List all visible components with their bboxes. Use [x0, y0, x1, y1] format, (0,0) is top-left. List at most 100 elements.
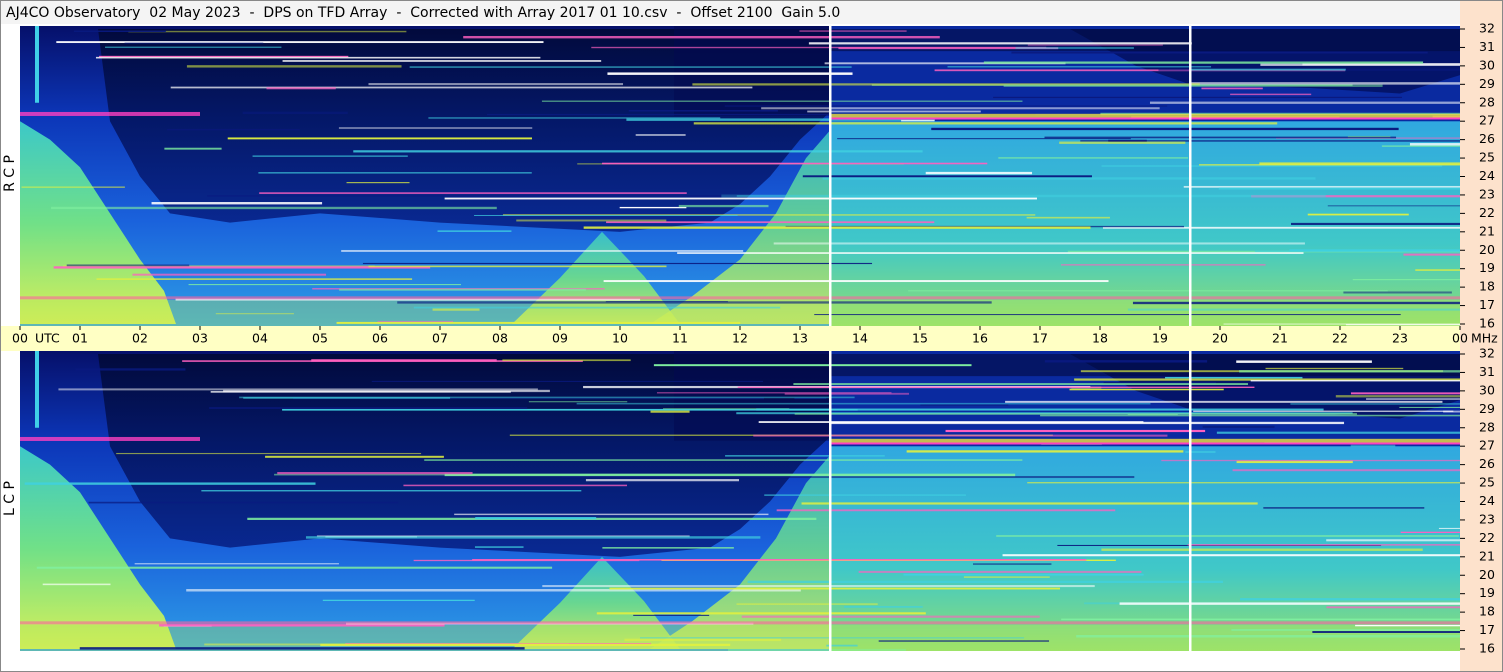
- spectrogram-line: [368, 83, 624, 86]
- y-tick-label: 26: [1479, 456, 1495, 471]
- x-tick-label: 01: [72, 331, 88, 346]
- spectrogram-line: [1216, 431, 1460, 434]
- spectrogram-line: [596, 612, 926, 615]
- x-tick-label: 21: [1272, 331, 1288, 346]
- spectrogram-line: [1415, 269, 1460, 271]
- spectrogram-line: [908, 290, 1388, 292]
- x-tick-label: 14: [852, 331, 868, 346]
- spectrogram-band: [830, 438, 1460, 444]
- spectrogram-line: [724, 105, 1168, 107]
- y-tick-label: 18: [1479, 604, 1495, 619]
- spectrogram-line: [1102, 226, 1460, 229]
- spectrogram-line: [996, 535, 1459, 537]
- x-tick-label: 17: [1032, 331, 1048, 346]
- spectrogram-line: [105, 46, 282, 48]
- spectrogram-line: [764, 494, 966, 496]
- x-tick-label: 03: [192, 331, 208, 346]
- spectrogram-line: [36, 566, 553, 569]
- spectrogram-line: [963, 576, 1050, 578]
- spectrogram-line: [736, 603, 878, 606]
- spectrogram-line: [1149, 101, 1460, 104]
- spectrogram-line: [293, 397, 765, 400]
- spectrogram-line: [858, 570, 1142, 573]
- spectrogram-line: [242, 111, 348, 115]
- spectrogram-line: [346, 182, 410, 184]
- y-tick-label: 22: [1479, 530, 1495, 545]
- spectrogram-region: [98, 29, 830, 232]
- spectrogram-image: [20, 351, 1460, 651]
- spectrogram-line: [901, 119, 935, 122]
- spectrogram-line: [934, 69, 1346, 72]
- spectrogram-line: [677, 252, 1304, 254]
- y-tick-label: 30: [1479, 57, 1495, 72]
- spectrogram-line: [463, 35, 940, 39]
- spectrogram-line: [1061, 618, 1460, 621]
- spectrogram-line: [353, 150, 923, 153]
- spectrogram-line: [58, 388, 538, 391]
- spectrogram-line: [826, 644, 858, 647]
- spectrogram-line: [1326, 606, 1460, 609]
- y-tick-label: 25: [1479, 150, 1495, 165]
- spectrogram-line: [1027, 482, 1460, 484]
- spectrogram-panel: 16 17 18 19 20 21 22 23 24 25 26 27 28 29 30 31 32 R C P: [2, 21, 1495, 331]
- spectrogram-line: [737, 386, 1255, 388]
- spectrogram-line: [472, 559, 1087, 561]
- spectrogram-region: [98, 354, 830, 557]
- spectrogram-line: [1263, 507, 1425, 509]
- spectrogram-line: [947, 65, 1212, 68]
- x-tick-label: 10: [612, 331, 628, 346]
- spectrogram-image: [20, 26, 1460, 326]
- spectrogram-line: [844, 606, 923, 608]
- spectrogram-line: [653, 364, 972, 367]
- spectrogram-line: [983, 61, 1424, 64]
- spectrogram-line: [223, 389, 550, 393]
- spectrogram-line: [606, 221, 935, 224]
- x-tick-label: 22: [1332, 331, 1348, 346]
- y-unit-label: MHz: [1471, 331, 1498, 346]
- spectrogram-line: [583, 226, 1091, 229]
- spectrogram-line: [725, 455, 885, 457]
- y-tick-label: 23: [1479, 511, 1495, 526]
- spectrogram-line: [502, 359, 631, 362]
- spectrogram-line: [758, 421, 1144, 423]
- spectrogram-line: [1307, 213, 1409, 216]
- spectrogram-line: [175, 298, 641, 301]
- spectrogram-line: [186, 65, 402, 68]
- spectrogram-line: [802, 175, 1092, 178]
- spectrogram-line: [807, 110, 981, 113]
- spectrogram-line: [516, 219, 667, 222]
- spectrogram-line: [1231, 628, 1460, 631]
- y-tick-label: 19: [1479, 585, 1495, 600]
- x-tick-label: 02: [132, 331, 148, 346]
- spectrogram-line: [837, 138, 1131, 140]
- spectrogram-band: [20, 436, 200, 441]
- spectrogram-line: [1312, 631, 1460, 633]
- spectrogram-line: [56, 41, 544, 44]
- spectrogram-line: [336, 321, 741, 324]
- y-tick-label: 27: [1479, 438, 1495, 453]
- spectrogram-line: [945, 429, 1206, 433]
- spectrogram-line: [1132, 301, 1460, 305]
- spectrogram-line: [1011, 51, 1428, 54]
- spectrogram-line: [42, 583, 111, 586]
- spectrogram-line: [736, 412, 1353, 415]
- y-tick-label: 30: [1479, 382, 1495, 397]
- spectrogram-line: [903, 573, 1144, 576]
- y-tick-label: 19: [1479, 260, 1495, 275]
- spectrogram-region: [650, 455, 830, 649]
- spectrogram-line: [1251, 195, 1460, 198]
- spectrogram-line: [277, 472, 473, 475]
- spectrogram-line: [1399, 406, 1460, 408]
- spectrogram-line: [878, 640, 1050, 642]
- spectrogram-line: [474, 214, 738, 216]
- chart-title: AJ4CO Observatory 02 May 2023 - DPS on T…: [6, 5, 840, 21]
- y-tick-label: 32: [1479, 346, 1495, 361]
- spectrogram-line: [628, 110, 778, 112]
- y-tick-label: 20: [1479, 567, 1495, 582]
- spectrogram-line: [925, 171, 1033, 175]
- spectrogram-line: [116, 452, 422, 455]
- spectrogram-line: [793, 383, 1248, 385]
- spectrogram-line: [259, 192, 687, 195]
- spectrogram-band: [20, 111, 200, 116]
- spectrogram-line: [1355, 624, 1460, 627]
